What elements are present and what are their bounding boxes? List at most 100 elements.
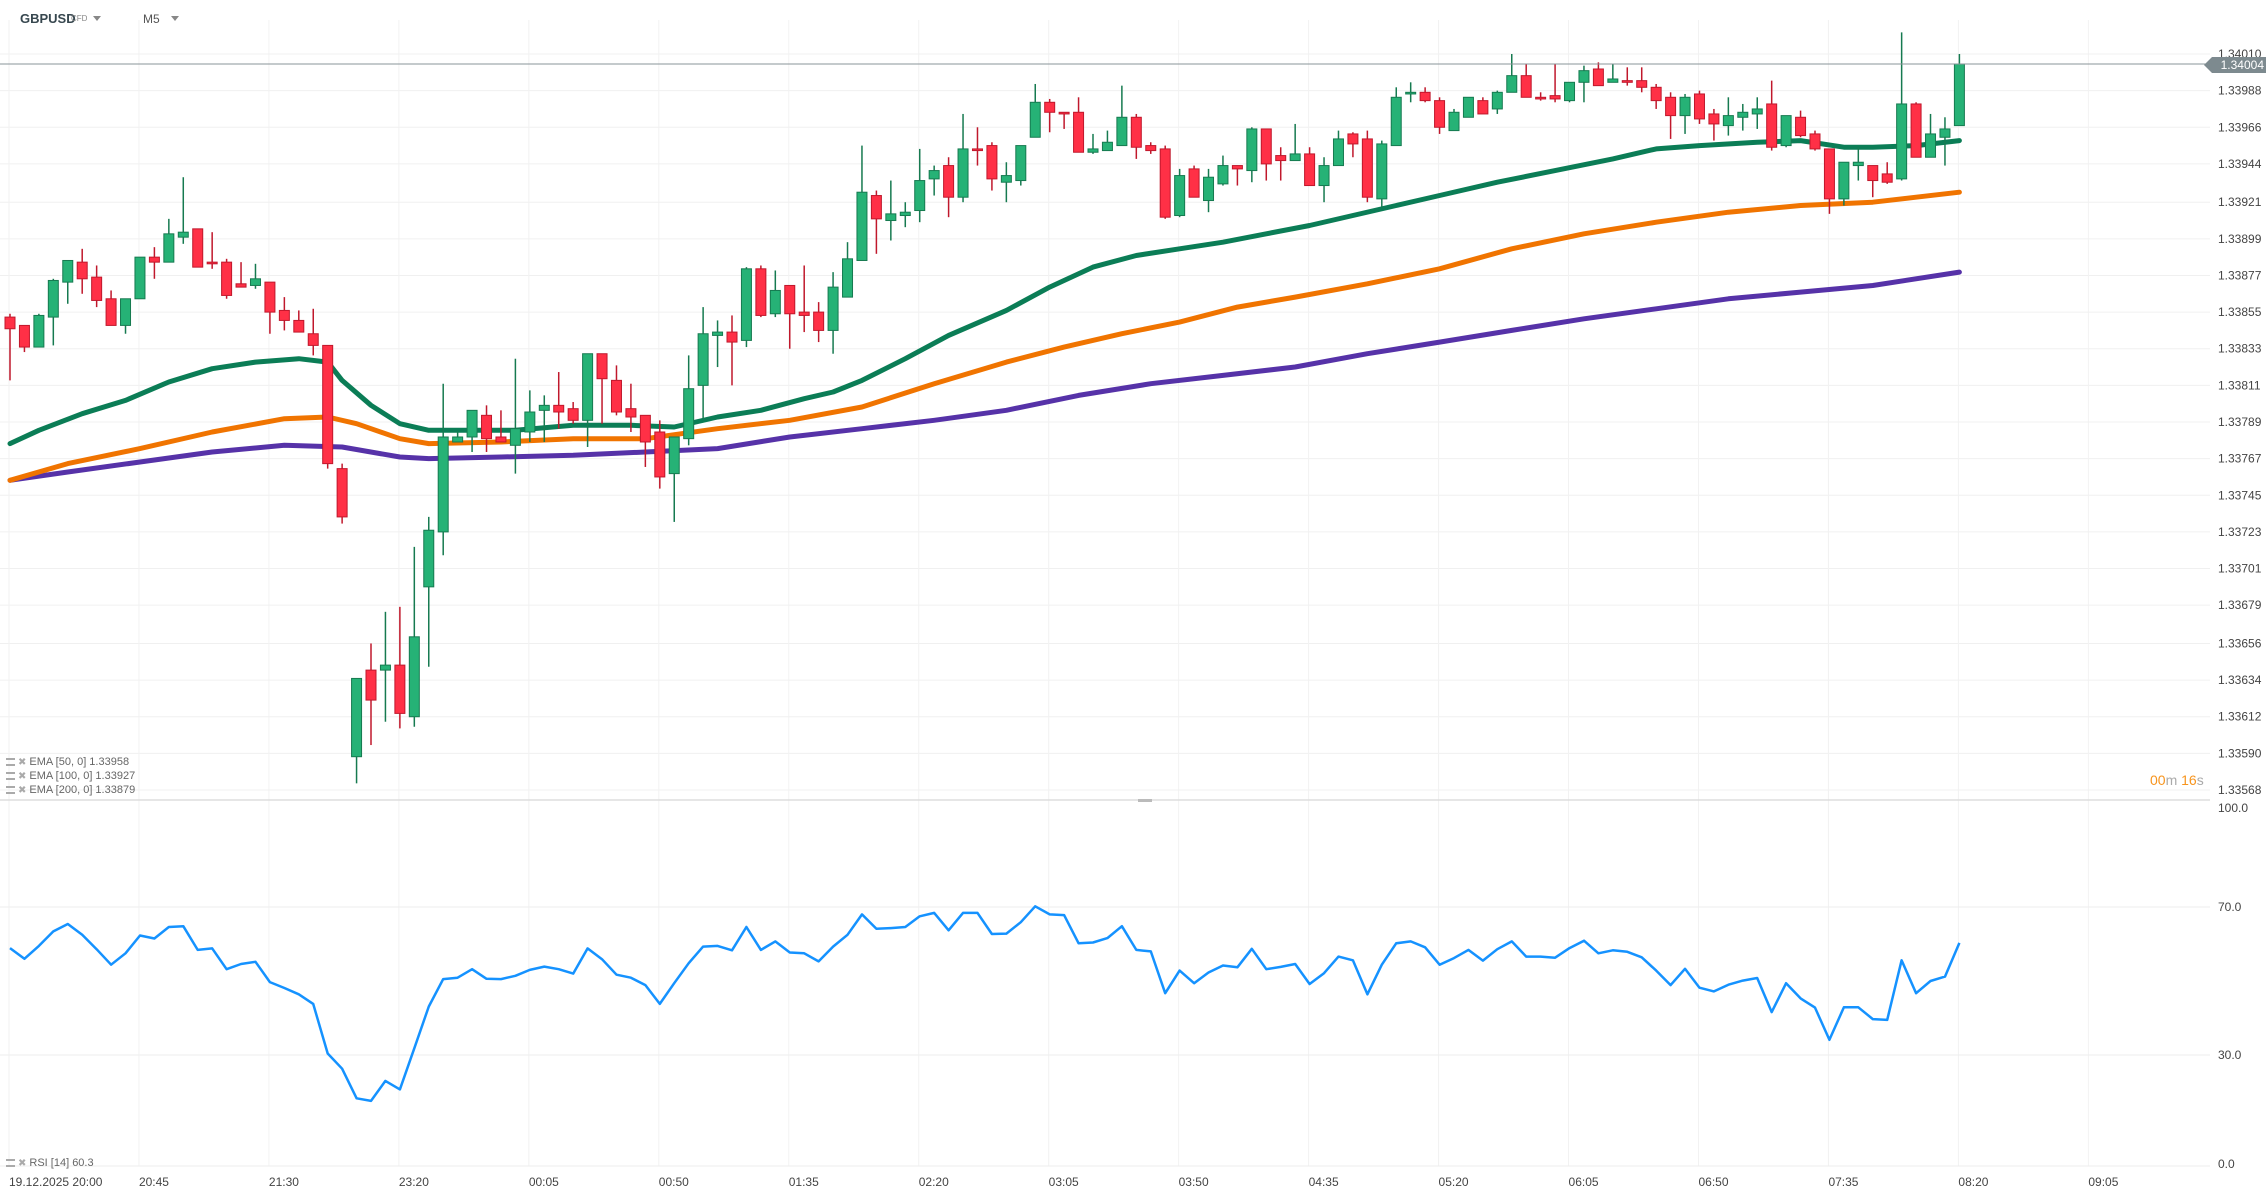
candle-bearish xyxy=(971,127,983,166)
instrument-type: CFD xyxy=(71,14,88,23)
remove-icon[interactable]: ✖ xyxy=(18,771,27,782)
time-axis-label: 23:20 xyxy=(399,1175,429,1189)
candle-body xyxy=(278,309,290,321)
candle-body xyxy=(986,145,998,180)
price-axis-label: 1.33612 xyxy=(2218,710,2262,724)
candle-body xyxy=(1852,161,1864,167)
rsi-line xyxy=(9,905,1961,1103)
settings-icon[interactable] xyxy=(6,758,15,767)
candle-body xyxy=(1506,75,1518,93)
legend-ema100: ✖ EMA [100, 0] 1.33927 xyxy=(6,770,135,782)
candle-bearish xyxy=(221,258,233,299)
candle-bearish xyxy=(1477,97,1489,115)
candle-bullish xyxy=(249,263,261,289)
candle-body xyxy=(264,281,276,313)
candle-body xyxy=(567,408,579,421)
timeframe-selector[interactable]: M5 xyxy=(143,12,160,26)
candle-body xyxy=(1592,68,1604,87)
remove-icon[interactable]: ✖ xyxy=(18,1158,27,1169)
candle-bearish xyxy=(1549,63,1561,103)
candle-body xyxy=(394,664,406,714)
candle-body xyxy=(957,148,969,198)
candle-body xyxy=(928,170,940,180)
candle-bullish xyxy=(842,242,854,298)
remove-icon[interactable]: ✖ xyxy=(18,757,27,768)
candle-body xyxy=(1332,138,1344,167)
legend-ema50: ✖ EMA [50, 0] 1.33958 xyxy=(6,756,129,768)
candle-bearish xyxy=(4,313,16,381)
candle-bullish xyxy=(827,272,839,354)
candle-bearish xyxy=(1795,110,1807,138)
price-axis-label: 1.33966 xyxy=(2218,120,2262,134)
symbol-dropdown-icon[interactable] xyxy=(93,16,101,21)
candle-bullish xyxy=(1000,162,1012,203)
candle-body xyxy=(1896,103,1908,180)
candle-body xyxy=(1044,101,1056,113)
candle-body xyxy=(91,276,103,301)
candle-body xyxy=(885,213,897,222)
candle-bearish xyxy=(206,232,218,269)
time-axis-label: 04:35 xyxy=(1309,1175,1339,1189)
candle-bearish xyxy=(1058,111,1070,129)
timeframe-dropdown-icon[interactable] xyxy=(171,16,179,21)
rsi-axis-label: 30.0 xyxy=(2218,1048,2242,1062)
candle-bearish xyxy=(1044,98,1056,133)
candle-bearish xyxy=(1636,67,1648,93)
candle-body xyxy=(1477,100,1489,115)
settings-icon[interactable] xyxy=(6,772,15,781)
candle-body xyxy=(206,261,218,265)
legend-ema50-label: EMA [50, 0] 1.33958 xyxy=(29,756,130,768)
candle-bullish xyxy=(1332,130,1344,167)
pane-resize-handle[interactable] xyxy=(1138,799,1152,802)
price-axis-label: 1.33656 xyxy=(2218,636,2262,650)
candle-body xyxy=(1679,96,1691,117)
candle-bearish xyxy=(610,365,622,416)
candle-bearish xyxy=(1650,83,1662,109)
rsi-axis-label: 100.0 xyxy=(2218,801,2248,815)
candle-body xyxy=(336,468,348,518)
candle-bearish xyxy=(726,315,738,386)
candle-body xyxy=(914,180,926,212)
candle-bearish xyxy=(91,265,103,308)
remove-icon[interactable]: ✖ xyxy=(18,785,27,796)
symbol-selector[interactable]: GBPUSD xyxy=(20,11,76,26)
candle-body xyxy=(697,333,709,386)
candle-body xyxy=(1188,168,1200,198)
candle-body xyxy=(62,259,74,283)
candle-body xyxy=(466,409,478,438)
candle-body xyxy=(870,195,882,220)
candle-bearish xyxy=(1073,97,1085,153)
settings-icon[interactable] xyxy=(6,1159,15,1168)
candle-body xyxy=(1693,93,1705,120)
candle-bullish xyxy=(1174,168,1186,218)
candle-bearish xyxy=(1361,130,1373,203)
candle-body xyxy=(1650,86,1662,102)
candle-body xyxy=(538,404,550,411)
candle-body xyxy=(1217,165,1229,185)
candle-bearish xyxy=(1910,102,1922,158)
candle-body xyxy=(1621,80,1633,83)
price-axis-label: 1.33679 xyxy=(2218,598,2262,612)
candle-bearish xyxy=(1708,108,1720,141)
candle-bullish xyxy=(928,165,940,196)
candle-body xyxy=(105,298,117,326)
candle-body xyxy=(1260,128,1272,165)
candle-body xyxy=(4,316,16,330)
candle-body xyxy=(423,529,435,588)
settings-icon[interactable] xyxy=(6,786,15,795)
candle-body xyxy=(1520,75,1532,98)
candle-body xyxy=(1708,113,1720,125)
candle-body xyxy=(322,344,334,465)
candle-body xyxy=(1405,91,1417,95)
rsi-axis-label: 70.0 xyxy=(2218,900,2242,914)
candle-body xyxy=(249,278,261,286)
candle-body xyxy=(192,228,204,268)
candle-bullish xyxy=(582,353,594,447)
candle-bearish xyxy=(813,302,825,343)
ema100-line xyxy=(7,189,1962,483)
price-axis-label: 1.33568 xyxy=(2218,783,2262,797)
candle-body xyxy=(1203,176,1215,202)
price-axis-label: 1.33745 xyxy=(2218,488,2262,502)
candle-bearish xyxy=(1159,145,1171,219)
